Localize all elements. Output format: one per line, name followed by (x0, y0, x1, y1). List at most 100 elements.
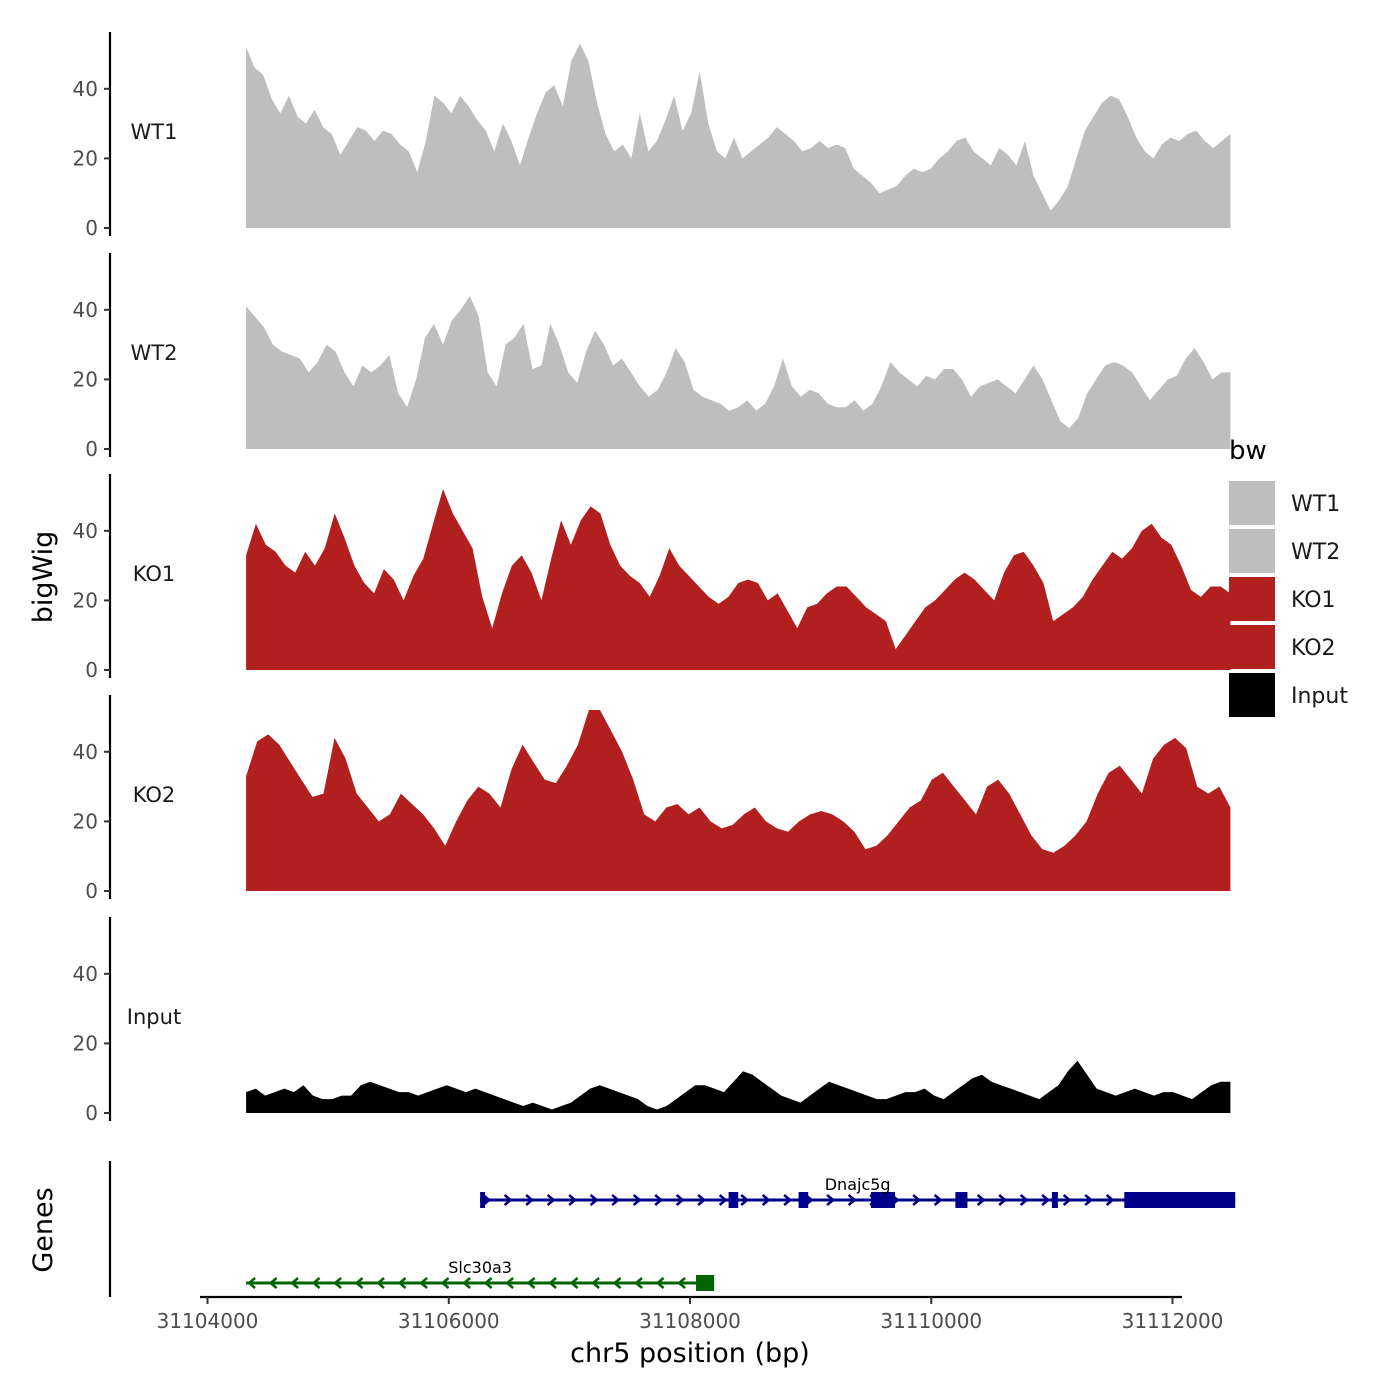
legend-title: bw (1229, 436, 1267, 466)
legend-swatch-WT2 (1229, 529, 1275, 573)
y-tick-label: 40 (73, 77, 98, 101)
signal-area-WT1 (246, 43, 1231, 228)
x-tick-label: 31104000 (157, 1309, 259, 1333)
gene-label-Slc30a3: Slc30a3 (448, 1258, 512, 1277)
exon-Dnajc5g (480, 1192, 486, 1208)
signal-area-KO1 (246, 489, 1231, 670)
exon-Dnajc5g (870, 1192, 896, 1208)
track-label-KO2: KO2 (133, 783, 176, 807)
strand-arrow (611, 1194, 621, 1206)
strand-arrow (761, 1194, 771, 1206)
exon-Dnajc5g (955, 1192, 968, 1208)
exon-Dnajc5g (798, 1192, 809, 1208)
legend-swatch-WT1 (1229, 481, 1275, 525)
strand-arrow (1084, 1194, 1094, 1206)
y-tick-label: 20 (73, 367, 98, 391)
legend-label-Input: Input (1291, 684, 1348, 709)
y-tick-label: 20 (73, 809, 98, 833)
legend-swatch-KO2 (1229, 625, 1275, 669)
gene-track-title: Genes (28, 1187, 59, 1272)
y-tick-label: 40 (73, 298, 98, 322)
strand-arrow (655, 1277, 665, 1289)
exon-Dnajc5g (1124, 1192, 1236, 1208)
strand-arrow (546, 1194, 556, 1206)
strand-arrow (503, 1194, 513, 1206)
y-tick-label: 0 (85, 1101, 98, 1125)
strand-arrow (740, 1194, 750, 1206)
y-tick-label: 0 (85, 658, 98, 682)
axes-layer: 0 20 40 0 20 40 0 20 40 0 20 40 0 20 40 31104000 3110600… (73, 32, 1223, 1333)
strand-arrow (677, 1277, 686, 1289)
strand-arrow (1019, 1194, 1029, 1206)
strand-arrow (589, 1194, 599, 1206)
legend: bw WT1 WT2 KO1 KO2 Input (1229, 436, 1348, 717)
strand-arrow (505, 1277, 514, 1289)
strand-arrow (568, 1194, 578, 1206)
strand-arrow (718, 1194, 728, 1206)
track-label-KO1: KO1 (133, 562, 176, 586)
signal-area-Input (246, 1060, 1231, 1113)
track-label-Input: Input (127, 1005, 181, 1029)
strand-arrow (290, 1277, 299, 1289)
strand-arrow (1105, 1194, 1115, 1206)
y-tick-label: 0 (85, 879, 98, 903)
strand-arrow (462, 1277, 471, 1289)
strand-arrow (354, 1277, 364, 1289)
exon-Slc30a3 (696, 1275, 715, 1291)
legend-swatch-Input (1229, 673, 1275, 717)
y-tick-label: 40 (73, 519, 98, 543)
track-label-WT1: WT1 (131, 120, 178, 144)
strand-arrow (634, 1277, 643, 1289)
strand-arrow (440, 1277, 450, 1289)
strand-arrow (1041, 1194, 1051, 1206)
strand-arrow (247, 1277, 256, 1289)
strand-arrow (632, 1194, 642, 1206)
x-tick-label: 31108000 (639, 1309, 741, 1333)
y-tick-label: 20 (73, 1031, 98, 1055)
y-tick-label: 40 (73, 740, 98, 764)
y-tick-label: 0 (85, 216, 98, 240)
strand-arrow (525, 1194, 535, 1206)
strand-arrow (826, 1194, 836, 1206)
legend-swatch-KO1 (1229, 577, 1275, 621)
y-tick-label: 20 (73, 146, 98, 170)
strand-arrow (933, 1194, 943, 1206)
y-tick-label: 20 (73, 588, 98, 612)
strand-arrow (591, 1277, 600, 1289)
signal-area-WT2 (246, 295, 1231, 449)
strand-arrow (1062, 1194, 1072, 1206)
strand-arrow (333, 1277, 342, 1289)
strand-arrow (675, 1194, 685, 1206)
strand-arrow (612, 1277, 622, 1289)
x-tick-label: 31110000 (880, 1309, 982, 1333)
x-tick-label: 31106000 (398, 1309, 500, 1333)
y-tick-label: 40 (73, 962, 98, 986)
strand-arrow (376, 1277, 385, 1289)
track-label-WT2: WT2 (131, 341, 178, 365)
strand-arrow (569, 1277, 579, 1289)
legend-label-WT2: WT2 (1291, 540, 1340, 565)
strand-arrow (976, 1194, 986, 1206)
gene-label-Dnajc5g: Dnajc5g (825, 1175, 891, 1194)
exon-Dnajc5g (1051, 1192, 1058, 1208)
y-axis-title: bigWig (28, 531, 59, 624)
signal-area-KO2 (246, 710, 1231, 891)
x-axis-title: chr5 position (bp) (570, 1338, 810, 1369)
exon-Dnajc5g (728, 1192, 739, 1208)
strand-arrow (847, 1194, 857, 1206)
strand-arrow (654, 1194, 664, 1206)
strand-arrow (548, 1277, 557, 1289)
strand-arrow (397, 1277, 407, 1289)
y-tick-label: 0 (85, 437, 98, 461)
strand-arrow (311, 1277, 321, 1289)
tracks-layer: WT1 WT2 KO1 KO2 Input (127, 43, 1231, 1113)
strand-arrow (783, 1194, 793, 1206)
strand-arrow (912, 1194, 922, 1206)
legend-label-KO2: KO2 (1291, 636, 1336, 661)
strand-arrow (483, 1277, 493, 1289)
strand-arrow (526, 1277, 536, 1289)
legend-label-WT1: WT1 (1291, 492, 1340, 517)
legend-label-KO1: KO1 (1291, 588, 1336, 613)
strand-arrow (697, 1194, 707, 1206)
